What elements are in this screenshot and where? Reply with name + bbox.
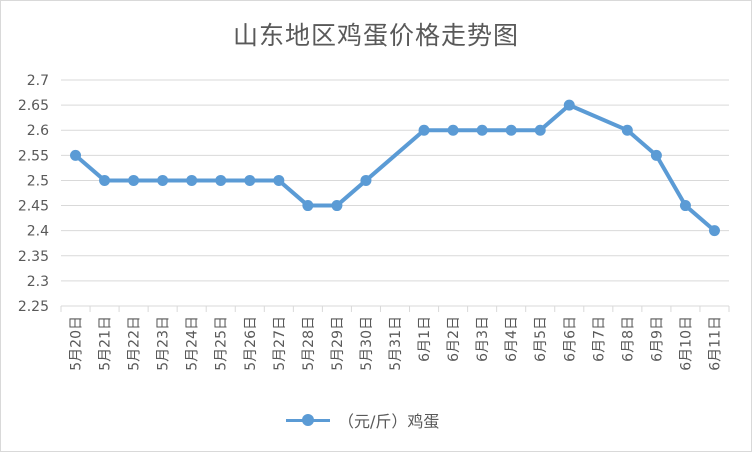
x-tick-label: 6月8日 bbox=[620, 316, 636, 362]
data-point bbox=[99, 174, 111, 186]
series-line bbox=[74, 103, 716, 233]
data-point bbox=[534, 124, 546, 136]
data-point bbox=[157, 174, 169, 186]
x-tick-label: 6月3日 bbox=[475, 316, 491, 362]
x-tick-label: 6月11日 bbox=[707, 316, 723, 371]
y-tick-label: 2.65 bbox=[18, 98, 49, 114]
data-point bbox=[650, 149, 662, 161]
data-point bbox=[563, 99, 575, 111]
x-tick-label: 5月24日 bbox=[185, 316, 201, 371]
x-tick-label: 5月20日 bbox=[69, 316, 85, 371]
data-point bbox=[186, 174, 198, 186]
x-tick-label: 6月9日 bbox=[649, 316, 665, 362]
x-tick-label: 5月21日 bbox=[98, 316, 114, 371]
x-tick-label: 6月7日 bbox=[591, 316, 607, 362]
x-tick-label: 5月25日 bbox=[214, 316, 230, 371]
y-tick-label: 2.6 bbox=[27, 123, 49, 139]
y-tick-label: 2.55 bbox=[18, 148, 49, 164]
x-tick-label: 5月28日 bbox=[301, 316, 317, 371]
data-point bbox=[418, 124, 430, 136]
y-tick-label: 2.3 bbox=[27, 274, 49, 290]
data-point bbox=[128, 174, 140, 186]
data-point bbox=[215, 174, 227, 186]
data-point bbox=[679, 200, 691, 212]
data-point bbox=[621, 124, 633, 136]
data-point bbox=[244, 174, 256, 186]
x-tick-label: 5月22日 bbox=[127, 316, 143, 371]
y-tick-label: 2.45 bbox=[18, 199, 49, 215]
y-tick-label: 2.5 bbox=[27, 173, 49, 189]
data-point bbox=[476, 124, 488, 136]
data-point bbox=[360, 174, 372, 186]
chart-title: 山东地区鸡蛋价格走势图 bbox=[232, 21, 519, 50]
y-tick-label: 2.7 bbox=[27, 73, 49, 89]
x-tick-label: 5月30日 bbox=[359, 316, 375, 371]
data-point bbox=[708, 225, 720, 237]
data-point bbox=[505, 124, 517, 136]
data-point bbox=[331, 200, 343, 212]
legend-swatch bbox=[286, 410, 330, 430]
data-point bbox=[70, 149, 82, 161]
x-tick-label: 5月26日 bbox=[243, 316, 259, 371]
x-tick-label: 5月27日 bbox=[272, 316, 288, 371]
y-tick-label: 2.4 bbox=[27, 224, 49, 240]
data-point bbox=[273, 174, 285, 186]
chart-legend: （元/斤）鸡蛋 bbox=[286, 408, 439, 432]
legend-label: （元/斤）鸡蛋 bbox=[338, 412, 440, 431]
y-tick-label: 2.35 bbox=[18, 249, 49, 265]
x-tick-label: 6月5日 bbox=[533, 316, 549, 362]
data-point bbox=[302, 200, 314, 212]
x-tick-label: 5月31日 bbox=[388, 316, 404, 371]
x-tick-label: 6月1日 bbox=[417, 316, 433, 362]
y-tick-label: 2.25 bbox=[18, 299, 49, 315]
x-tick-label: 6月2日 bbox=[446, 316, 462, 362]
data-point bbox=[447, 124, 459, 136]
x-tick-label: 6月4日 bbox=[504, 316, 520, 362]
x-tick-label: 6月10日 bbox=[678, 316, 694, 371]
x-tick-label: 5月23日 bbox=[156, 316, 172, 371]
x-tick-label: 5月29日 bbox=[330, 316, 346, 371]
x-tick-label: 6月6日 bbox=[562, 316, 578, 362]
